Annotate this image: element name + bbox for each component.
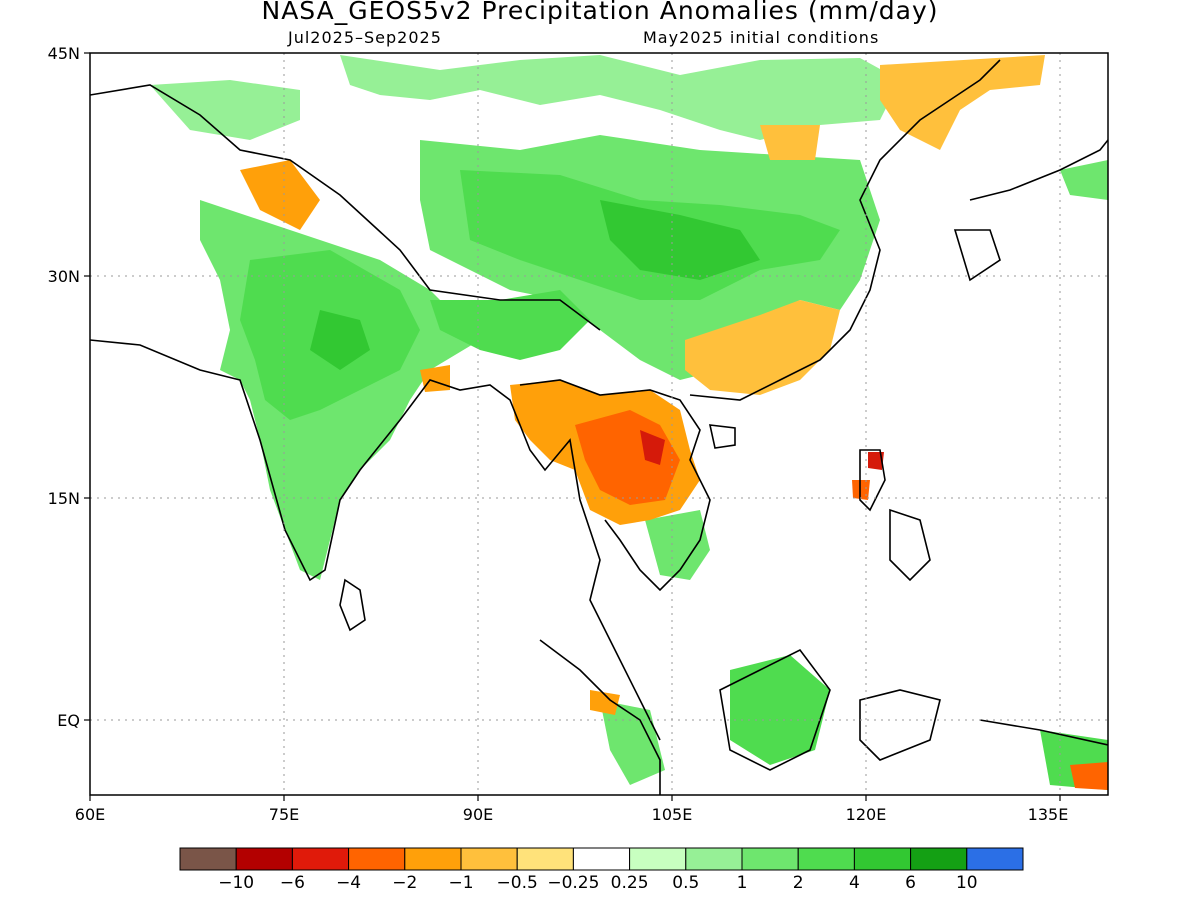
colorbar-tick-label: −0.25 <box>547 873 600 893</box>
colorbar-swatch <box>910 847 968 871</box>
initial-conditions: May2025 initial conditions <box>643 28 880 47</box>
lat-label-45n: 45N <box>48 44 80 63</box>
colorbar-tick-label: 1 <box>736 873 748 893</box>
lon-label-105e: 105E <box>652 805 693 824</box>
colorbar-tick-label: −6 <box>279 873 305 893</box>
colorbar-swatch <box>966 847 1024 871</box>
colorbar-tick-label: −4 <box>336 873 362 893</box>
colorbar-swatch <box>348 847 406 871</box>
colorbar-swatch <box>685 847 743 871</box>
map-title: NASA_GEOS5v2 Precipitation Anomalies (mm… <box>261 0 939 25</box>
colorbar <box>179 847 1024 871</box>
wet-anomaly-fields <box>150 55 1108 790</box>
forecast-period: Jul2025–Sep2025 <box>288 28 442 47</box>
colorbar-swatch <box>516 847 574 871</box>
colorbar-tick-label: 4 <box>848 873 860 893</box>
axis-ticks <box>84 52 1061 801</box>
colorbar-swatch <box>572 847 631 871</box>
colorbar-tick-label: −1 <box>448 873 474 893</box>
colorbar-swatch <box>235 847 293 871</box>
lon-label-135e: 135E <box>1028 805 1069 824</box>
coastlines <box>90 59 1108 795</box>
dry-anomaly-fields <box>240 55 1108 790</box>
lon-label-60e: 60E <box>75 805 105 824</box>
lat-label-15n: 15N <box>48 489 80 508</box>
colorbar-swatch <box>797 847 855 871</box>
lon-label-90e: 90E <box>463 805 493 824</box>
colorbar-tick-label: 0.25 <box>610 873 649 893</box>
colorbar-tick-label: 2 <box>792 873 804 893</box>
colorbar-tick-label: 0.5 <box>672 873 700 893</box>
colorbar-swatch <box>291 847 350 871</box>
colorbar-swatch <box>404 847 462 871</box>
colorbar-tick-label: 6 <box>905 873 917 893</box>
colorbar-swatch <box>853 847 912 871</box>
lon-label-75e: 75E <box>269 805 299 824</box>
colorbar-tick-label: 10 <box>955 873 978 893</box>
colorbar-swatch <box>460 847 518 871</box>
colorbar-swatch <box>741 847 799 871</box>
map-frame <box>89 52 1109 796</box>
colorbar-swatch <box>179 847 237 871</box>
gridlines <box>90 53 1108 795</box>
colorbar-tick-label: −2 <box>392 873 418 893</box>
lon-label-120e: 120E <box>846 805 887 824</box>
colorbar-tick-label: −0.5 <box>496 873 538 893</box>
lat-label-30n: 30N <box>48 267 80 286</box>
colorbar-swatch <box>629 847 687 871</box>
colorbar-tick-label: −10 <box>218 873 255 893</box>
lat-label-eq: EQ <box>57 711 80 730</box>
